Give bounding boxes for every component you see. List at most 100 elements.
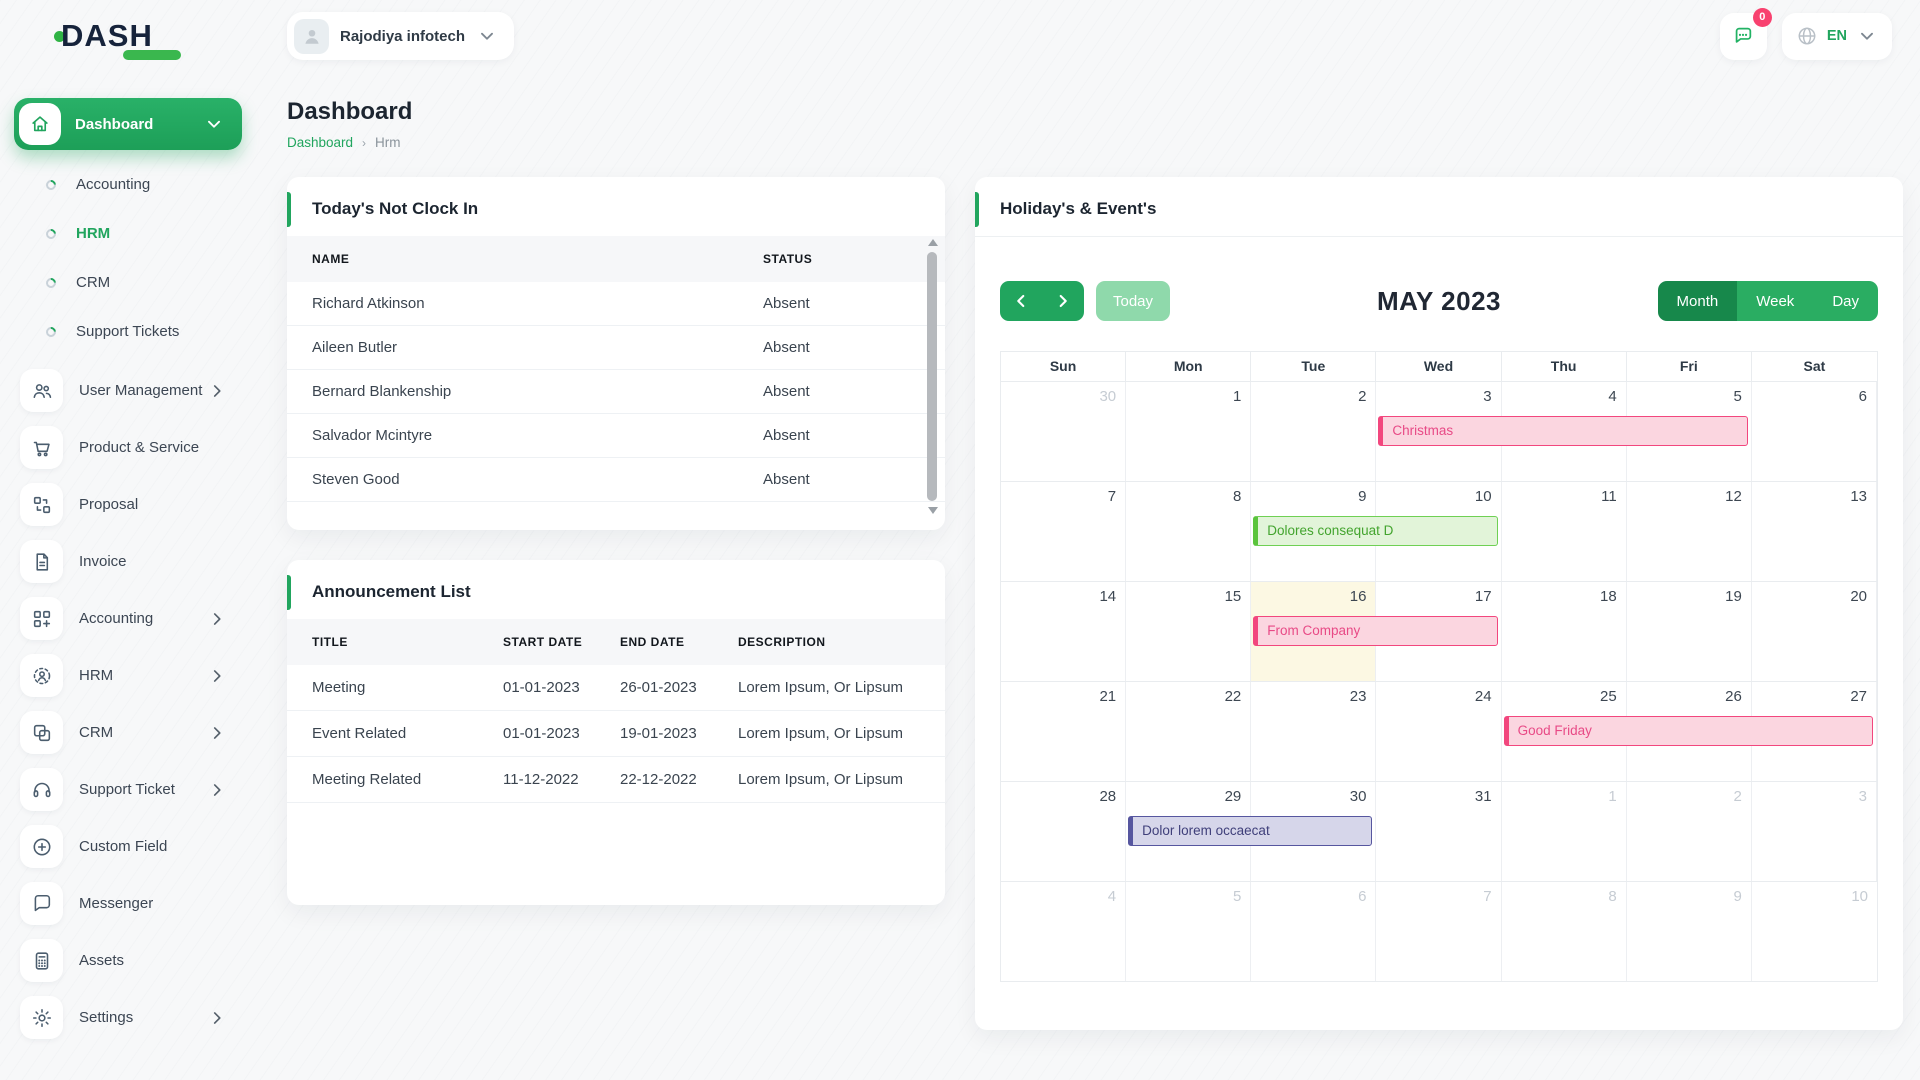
sidebar-item-dashboard[interactable]: Dashboard [14,98,242,150]
employee-name: Bernard Blankenship [312,383,452,400]
sidebar-item-support-ticket[interactable]: Support Ticket [14,761,242,818]
calendar-event-from-company[interactable]: From Company [1253,616,1498,646]
calendar-day[interactable]: 30 [1251,782,1377,881]
calendar-day[interactable]: 28 [1001,782,1127,881]
users-icon [20,369,63,412]
calendar-day[interactable]: 9 [1627,882,1752,981]
calendar-day[interactable]: 1 [1126,382,1252,481]
breadcrumb-current: Hrm [375,135,401,150]
divider [975,236,1903,237]
calendar-day[interactable]: 21 [1001,682,1127,781]
chat-icon [20,882,63,925]
calendar-day[interactable]: 7 [1001,482,1127,581]
sidebar-subitem-accounting[interactable]: Accounting [14,160,242,209]
announcement-row: Meeting Related 11-12-2022 22-12-2022 Lorem… [287,757,945,803]
prev-month-button[interactable] [1000,281,1042,321]
announcement-title: Event Related [312,725,407,742]
calendar-day[interactable]: 11 [1502,482,1627,581]
scroll-up-arrow[interactable] [928,239,938,246]
calendar-month-title: MAY 2023 [1377,285,1501,316]
calendar-day[interactable]: 15 [1126,582,1252,681]
calendar-week-row: 28 29 30 31 1 2 3 Dolor lorem occaecat [1001,782,1877,882]
attendance-status: Absent [763,471,810,488]
calendar-toolbar: Today MAY 2023 Month Week Day [1000,281,1878,321]
chevron-right-icon [206,665,228,687]
calendar-day[interactable]: 5 [1627,382,1752,481]
calendar-day[interactable]: 17 [1376,582,1502,681]
employee-name: Salvador Mcintyre [312,427,433,444]
calendar-day[interactable]: 3 [1752,782,1877,881]
calendar-day[interactable]: 22 [1126,682,1252,781]
company-selector[interactable]: Rajodiya infotech [287,12,515,60]
calendar-day[interactable]: 6 [1752,382,1877,481]
clockin-table-header: NAME STATUS [287,236,945,282]
calendar-day[interactable]: 30 [1001,382,1127,481]
calendar-day[interactable]: 31 [1376,782,1502,881]
calendar-day[interactable]: 6 [1251,882,1377,981]
attendance-status: Absent [763,427,810,444]
calendar-day[interactable]: 23 [1251,682,1377,781]
calendar-day[interactable]: 1 [1502,782,1627,881]
column-header: STATUS [763,252,813,266]
calendar-day[interactable]: 20 [1752,582,1877,681]
card-accent-bar [975,192,979,227]
calendar-event-dolor-lorem-occaecat[interactable]: Dolor lorem occaecat [1128,816,1373,846]
sidebar-subitem-label: HRM [76,225,111,242]
calendar-day[interactable]: 8 [1126,482,1252,581]
calendar-day[interactable]: 7 [1376,882,1502,981]
sidebar-item-proposal[interactable]: Proposal [14,476,242,533]
logo-dot [54,30,65,42]
calendar-day[interactable]: 14 [1001,582,1127,681]
messages-button[interactable]: 0 [1719,7,1772,60]
calendar-day[interactable]: 2 [1251,382,1377,481]
calendar-weeks: 30 1 2 3 4 5 6 Christmas 7 8 9 10 11 12 13 Dolores cons… [1001,382,1877,982]
language-selector[interactable]: EN [1781,12,1892,60]
calendar-week-row: 7 8 9 10 11 12 13 Dolores consequat D [1001,482,1877,582]
sidebar-item-assets[interactable]: Assets [14,932,242,989]
home-icon [19,103,61,145]
view-button-month[interactable]: Month [1657,281,1738,321]
sidebar-item-label: Product & Service [79,439,200,456]
calendar-day[interactable]: 27 [1752,682,1877,781]
view-button-day[interactable]: Day [1813,281,1878,321]
calendar-day[interactable]: 13 [1752,482,1877,581]
calendar-day[interactable]: 4 [1001,882,1127,981]
bullet-icon [43,275,59,290]
scroll-down-arrow[interactable] [928,507,938,514]
sidebar-item-user-management[interactable]: User Management [14,362,242,419]
sidebar-subitem-label: CRM [76,274,111,291]
sidebar-item-custom-field[interactable]: Custom Field [14,818,242,875]
logo[interactable]: DASH [0,0,256,72]
calendar-event-dolores-consequat-d[interactable]: Dolores consequat D [1253,516,1498,546]
today-button[interactable]: Today [1096,281,1171,321]
sidebar-subitem-support-tickets[interactable]: Support Tickets [14,307,242,356]
calendar-event-christmas[interactable]: Christmas [1378,416,1748,446]
sidebar-item-crm[interactable]: CRM [14,704,242,761]
scroll-thumb[interactable] [927,252,937,501]
calendar-day[interactable]: 2 [1627,782,1752,881]
calendar-day[interactable]: 24 [1376,682,1502,781]
calendar-day[interactable]: 18 [1502,582,1627,681]
sidebar-item-invoice[interactable]: Invoice [14,533,242,590]
calendar-day[interactable]: 10 [1376,482,1502,581]
calendar-day[interactable]: 8 [1502,882,1627,981]
card-accent-bar [287,192,291,227]
sidebar-item-messenger[interactable]: Messenger [14,875,242,932]
employee-name: Steven Good [312,471,400,488]
calendar-day[interactable]: 5 [1126,882,1252,981]
sidebar-item-label: User Management [79,382,203,399]
sidebar-subitem-hrm[interactable]: HRM [14,209,242,258]
calendar-day[interactable]: 12 [1627,482,1752,581]
calendar-card-title: Holiday's & Event's [1000,199,1157,218]
calendar-day[interactable]: 19 [1627,582,1752,681]
calendar-event-good-friday[interactable]: Good Friday [1503,716,1873,746]
calendar-day[interactable]: 10 [1851,888,1868,905]
next-month-button[interactable] [1042,281,1084,321]
sidebar-item-product-service[interactable]: Product & Service [14,419,242,476]
view-button-week[interactable]: Week [1737,281,1814,321]
sidebar-item-hrm[interactable]: HRM [14,647,242,704]
sidebar-item-settings[interactable]: Settings [14,989,242,1046]
sidebar-subitem-crm[interactable]: CRM [14,258,242,307]
breadcrumb-dashboard-link[interactable]: Dashboard [287,135,354,150]
sidebar-item-accounting[interactable]: Accounting [14,590,242,647]
